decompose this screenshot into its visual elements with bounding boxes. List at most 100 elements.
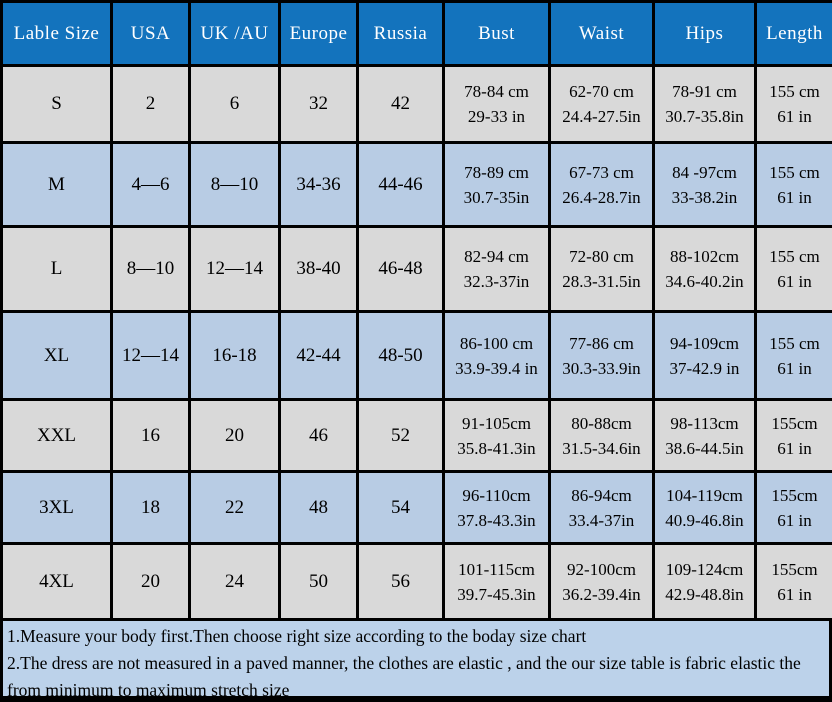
cell-length-in: 61 in (777, 272, 812, 291)
cell-waist: 92-100cm 36.2-39.4in (548, 542, 655, 621)
note-1: 1.Measure your body first.Then choose ri… (7, 626, 587, 646)
table-row: XXL 16 20 46 52 91-105cm 35.8-41.3in 80-88cm 31.… (0, 398, 832, 473)
cell-bust-in: 37.8-43.3in (457, 510, 536, 530)
cell-usa: 4—6 (110, 141, 191, 228)
cell-length-in: 61 in (777, 438, 812, 458)
cell-length: 155cm 61 in (754, 542, 832, 621)
header-label-size: Lable Size (0, 0, 113, 67)
cell-uk-au: 8—10 (188, 141, 281, 228)
cell-length-cm: 155cm (771, 413, 818, 433)
cell-russia: 48-50 (356, 310, 445, 401)
cell-bust-in: 30.7-35in (463, 187, 530, 207)
cell-length-cm: 155 cm (769, 162, 820, 182)
cell-bust-cm: 78-89 cm (464, 162, 529, 182)
cell-label-size: XXL (0, 398, 113, 473)
cell-usa: 20 (110, 542, 191, 621)
cell-hips-cm: 88-102cm (670, 247, 739, 266)
note-2: 2.The dress are not measured in a paved … (7, 653, 801, 700)
cell-bust-cm: 86-100 cm (459, 333, 534, 353)
table-row: L 8—10 12—14 38-40 46-48 82-94 cm 32.3-37in 72-… (0, 225, 832, 313)
table-row: S 2 6 32 42 78-84 cm 29-33 in 62-70 cm 24.4-27.5… (0, 64, 832, 144)
cell-waist-cm: 77-86 cm (569, 333, 634, 353)
cell-waist-cm: 92-100cm (567, 559, 636, 579)
cell-europe: 32 (278, 64, 359, 144)
cell-bust: 78-84 cm 29-33 in (442, 64, 551, 144)
cell-waist: 67-73 cm 26.4-28.7in (548, 141, 655, 228)
cell-russia: 56 (356, 542, 445, 621)
cell-hips: 88-102cm 34.6-40.2in (652, 225, 757, 313)
cell-bust: 96-110cm 37.8-43.3in (442, 470, 551, 545)
header-length: Length (754, 0, 832, 67)
table-body: S 2 6 32 42 78-84 cm 29-33 in 62-70 cm 24.4-27.5… (0, 64, 832, 621)
header-uk-au: UK /AU (188, 0, 281, 67)
cell-uk-au: 12—14 (188, 225, 281, 313)
cell-waist-in: 24.4-27.5in (562, 107, 641, 126)
cell-hips: 98-113cm 38.6-44.5in (652, 398, 757, 473)
cell-label-size: XL (0, 310, 113, 401)
cell-label-size: L (0, 225, 113, 313)
cell-waist-cm: 72-80 cm (569, 247, 634, 266)
cell-length: 155 cm 61 in (754, 225, 832, 313)
cell-length-in: 61 in (777, 107, 812, 126)
header-row: Lable Size USA UK /AU Europe Russia Bust… (0, 0, 832, 67)
cell-hips-in: 38.6-44.5in (665, 438, 744, 458)
cell-usa: 12—14 (110, 310, 191, 401)
cell-label-size: 4XL (0, 542, 113, 621)
cell-bust-cm: 96-110cm (462, 485, 531, 505)
cell-europe: 42-44 (278, 310, 359, 401)
cell-bust: 78-89 cm 30.7-35in (442, 141, 551, 228)
cell-hips-cm: 98-113cm (670, 413, 739, 433)
cell-waist-in: 31.5-34.6in (562, 438, 641, 458)
cell-bust-in: 29-33 in (467, 107, 526, 126)
cell-length: 155 cm 61 in (754, 64, 832, 144)
cell-waist-in: 30.3-33.9in (562, 358, 641, 378)
cell-waist: 72-80 cm 28.3-31.5in (548, 225, 655, 313)
cell-length-in: 61 in (777, 187, 812, 207)
cell-uk-au: 24 (188, 542, 281, 621)
cell-usa: 16 (110, 398, 191, 473)
header-usa: USA (110, 0, 191, 67)
cell-length-cm: 155 cm (769, 333, 820, 353)
header-europe: Europe (278, 0, 359, 67)
cell-bust-in: 33.9-39.4 in (455, 358, 538, 378)
cell-europe: 46 (278, 398, 359, 473)
cell-bust-in: 39.7-45.3in (457, 584, 536, 604)
cell-hips-in: 40.9-46.8in (665, 510, 744, 530)
cell-label-size: 3XL (0, 470, 113, 545)
cell-waist-cm: 62-70 cm (569, 82, 634, 101)
footer-notes: 1.Measure your body first.Then choose ri… (0, 621, 832, 700)
cell-waist-in: 33.4-37in (568, 510, 635, 530)
cell-bust: 82-94 cm 32.3-37in (442, 225, 551, 313)
cell-waist-cm: 86-94cm (571, 485, 632, 505)
cell-bust-in: 35.8-41.3in (457, 438, 536, 458)
cell-hips-cm: 104-119cm (666, 485, 743, 505)
cell-europe: 34-36 (278, 141, 359, 228)
cell-length-cm: 155cm (771, 485, 818, 505)
cell-russia: 54 (356, 470, 445, 545)
cell-uk-au: 20 (188, 398, 281, 473)
table-row: XL 12—14 16-18 42-44 48-50 86-100 cm 33.9-39.4… (0, 310, 832, 401)
header-waist: Waist (548, 0, 655, 67)
cell-hips-cm: 94-109cm (670, 333, 739, 353)
cell-bust-cm: 101-115cm (458, 559, 535, 579)
cell-hips-in: 30.7-35.8in (665, 107, 744, 126)
cell-bust: 101-115cm 39.7-45.3in (442, 542, 551, 621)
cell-hips: 109-124cm 42.9-48.8in (652, 542, 757, 621)
cell-bust-in: 32.3-37in (463, 272, 530, 291)
cell-hips-in: 42.9-48.8in (665, 584, 744, 604)
cell-length-cm: 155 cm (769, 82, 820, 101)
cell-hips-in: 33-38.2in (671, 187, 738, 207)
cell-bust-cm: 91-105cm (462, 413, 531, 433)
cell-hips-cm: 78-91 cm (672, 82, 737, 101)
cell-waist-cm: 80-88cm (571, 413, 632, 433)
header-bust: Bust (442, 0, 551, 67)
cell-bust: 86-100 cm 33.9-39.4 in (442, 310, 551, 401)
cell-hips: 78-91 cm 30.7-35.8in (652, 64, 757, 144)
cell-waist-in: 28.3-31.5in (562, 272, 641, 291)
cell-length: 155cm 61 in (754, 398, 832, 473)
cell-hips-cm: 109-124cm (665, 559, 744, 579)
cell-hips-in: 34.6-40.2in (665, 272, 744, 291)
cell-hips: 104-119cm 40.9-46.8in (652, 470, 757, 545)
cell-label-size: M (0, 141, 113, 228)
